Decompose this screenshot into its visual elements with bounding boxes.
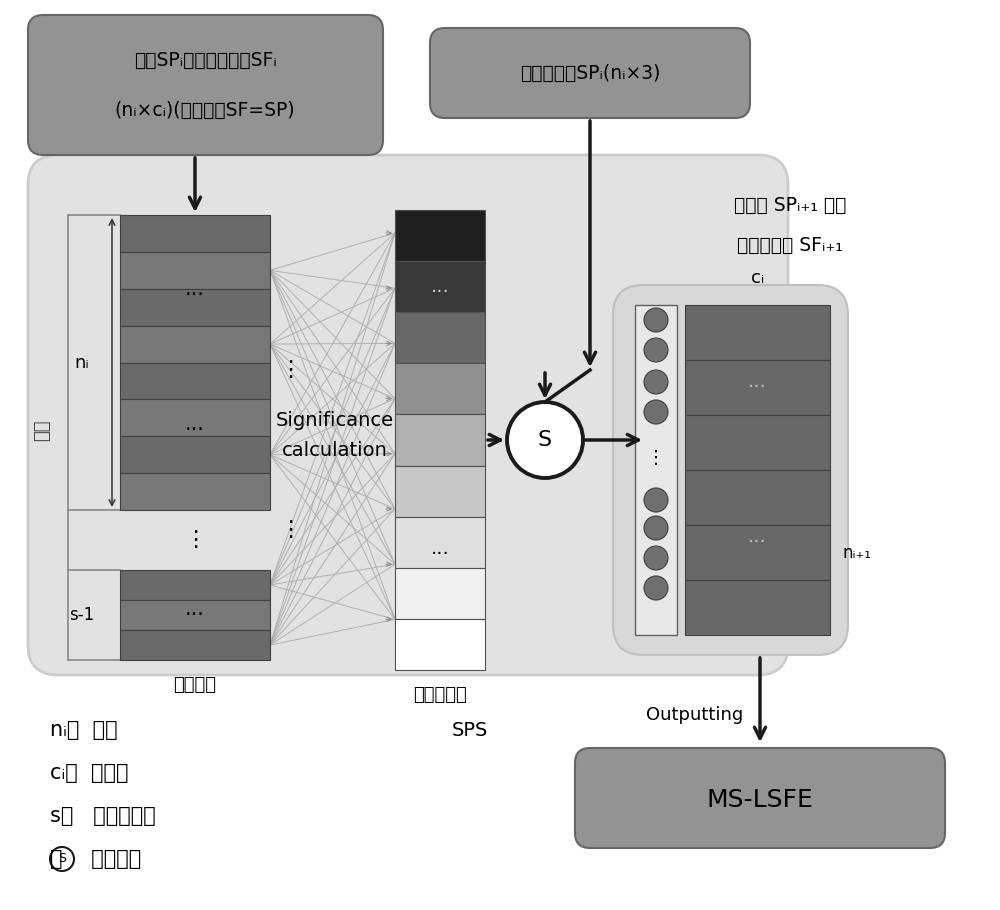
Text: 输入SPᵢ的对应的特征SFᵢ: 输入SPᵢ的对应的特征SFᵢ: [134, 50, 276, 69]
Circle shape: [644, 488, 668, 512]
Bar: [120, 436, 270, 473]
Text: ⋮: ⋮: [647, 449, 665, 467]
Text: ⋮: ⋮: [279, 360, 301, 380]
Bar: [685, 415, 830, 470]
Circle shape: [644, 308, 668, 332]
Bar: [120, 215, 270, 252]
Bar: [395, 466, 485, 517]
Bar: [120, 288, 270, 326]
Text: Ⓢ: Ⓢ: [50, 849, 62, 869]
Text: 输入显著点SPᵢ(nᵢ×3): 输入显著点SPᵢ(nᵢ×3): [520, 64, 660, 83]
Text: S: S: [538, 430, 552, 450]
Text: 特征向量: 特征向量: [174, 676, 216, 694]
Circle shape: [644, 576, 668, 600]
Text: nᵢ: nᵢ: [75, 353, 89, 371]
Text: ···: ···: [185, 420, 205, 440]
Text: 采样操作: 采样操作: [78, 849, 141, 869]
Text: cᵢ：  特征数: cᵢ： 特征数: [50, 763, 128, 783]
Bar: [120, 600, 270, 630]
Text: ···: ···: [185, 285, 205, 305]
Bar: [685, 360, 830, 415]
Text: ⋮: ⋮: [647, 449, 665, 467]
Bar: [120, 252, 270, 288]
Text: cᵢ: cᵢ: [751, 269, 764, 287]
Bar: [395, 363, 485, 414]
Text: ···: ···: [748, 378, 767, 397]
Bar: [120, 326, 270, 362]
Bar: [685, 525, 830, 580]
Bar: [395, 312, 485, 363]
Bar: [395, 210, 485, 261]
Text: ···: ···: [431, 545, 449, 564]
Text: 显著度向量: 显著度向量: [413, 686, 467, 704]
Bar: [685, 580, 830, 635]
Bar: [120, 570, 270, 600]
Text: nᵢ₊₁: nᵢ₊₁: [842, 543, 871, 561]
Text: ···: ···: [748, 533, 767, 552]
Text: 显著点 SPᵢ₊₁ 及其: 显著点 SPᵢ₊₁ 及其: [734, 196, 846, 215]
Bar: [685, 305, 830, 360]
Bar: [395, 619, 485, 670]
Bar: [120, 473, 270, 510]
Circle shape: [644, 400, 668, 424]
Bar: [635, 305, 677, 635]
Bar: [120, 399, 270, 436]
Circle shape: [507, 402, 583, 478]
Text: ⋮: ⋮: [279, 520, 301, 540]
Text: s：   卷积核大小: s： 卷积核大小: [50, 806, 156, 826]
Circle shape: [50, 847, 74, 871]
Text: ···: ···: [431, 283, 449, 302]
Text: calculation: calculation: [282, 440, 388, 460]
Text: S: S: [58, 853, 66, 865]
Circle shape: [644, 370, 668, 394]
Circle shape: [644, 546, 668, 570]
FancyBboxPatch shape: [28, 155, 788, 675]
Text: ⋮: ⋮: [184, 530, 206, 550]
Text: ···: ···: [185, 605, 205, 625]
Text: 复制: 复制: [33, 420, 51, 440]
Bar: [395, 568, 485, 619]
Circle shape: [644, 516, 668, 540]
Text: Significance: Significance: [276, 410, 394, 430]
Text: (nᵢ×cᵢ)(第一层中SF=SP): (nᵢ×cᵢ)(第一层中SF=SP): [115, 100, 295, 119]
Text: MS-LSFE: MS-LSFE: [707, 788, 813, 812]
FancyBboxPatch shape: [28, 15, 383, 155]
Text: Outputting: Outputting: [646, 706, 744, 724]
Text: SPS: SPS: [452, 721, 488, 740]
Text: s-1: s-1: [69, 606, 95, 624]
Bar: [395, 261, 485, 312]
FancyBboxPatch shape: [613, 285, 848, 655]
Text: nᵢ：  点数: nᵢ： 点数: [50, 720, 118, 740]
Text: 对应的特征 SFᵢ₊₁: 对应的特征 SFᵢ₊₁: [737, 236, 843, 255]
Bar: [685, 470, 830, 525]
Circle shape: [644, 338, 668, 362]
Bar: [395, 414, 485, 466]
Bar: [120, 630, 270, 660]
Bar: [395, 517, 485, 568]
FancyBboxPatch shape: [430, 28, 750, 118]
Bar: [120, 362, 270, 399]
FancyBboxPatch shape: [575, 748, 945, 848]
